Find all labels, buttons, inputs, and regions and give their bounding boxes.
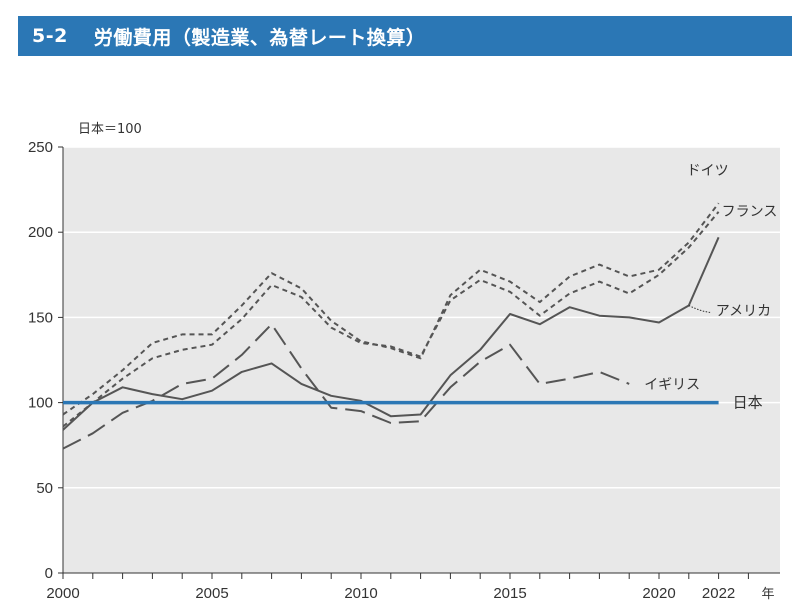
- y-tick-label: 150: [28, 309, 53, 326]
- section-number: 5-2: [32, 25, 68, 47]
- y-tick-label: 100: [28, 395, 53, 412]
- y-tick-label: 50: [36, 480, 53, 497]
- x-tick-label: 2005: [195, 585, 228, 602]
- x-tick-label: 2020: [642, 585, 675, 602]
- leader-line: [688, 305, 711, 313]
- x-tick-label: 2010: [344, 585, 377, 602]
- series-label: フランス: [722, 204, 778, 220]
- y-tick-label: 200: [28, 224, 53, 241]
- series-label: イギリス: [644, 377, 700, 393]
- series-line-アメリカ: [62, 236, 720, 431]
- x-tick-label: 2015: [493, 585, 526, 602]
- y-tick-label: 0: [45, 565, 53, 582]
- chart-header: 5-2 労働費用（製造業、為替レート換算）: [18, 16, 792, 56]
- y-axis-label: 日本＝100: [78, 122, 142, 137]
- series-label: アメリカ: [716, 303, 771, 319]
- series-line-イギリス: [62, 323, 630, 450]
- series-label: ドイツ: [687, 163, 729, 179]
- x-tick-label: 2000: [46, 585, 79, 602]
- plot-background: [63, 147, 780, 573]
- section-title: 労働費用（製造業、為替レート換算）: [93, 26, 426, 49]
- x-tick-label: 2022: [702, 585, 735, 602]
- series-line-ドイツ: [62, 202, 720, 416]
- series-line-フランス: [62, 211, 720, 428]
- series-label: 日本: [733, 394, 763, 412]
- y-tick-label: 250: [28, 139, 53, 156]
- x-axis-label: 年: [761, 587, 774, 602]
